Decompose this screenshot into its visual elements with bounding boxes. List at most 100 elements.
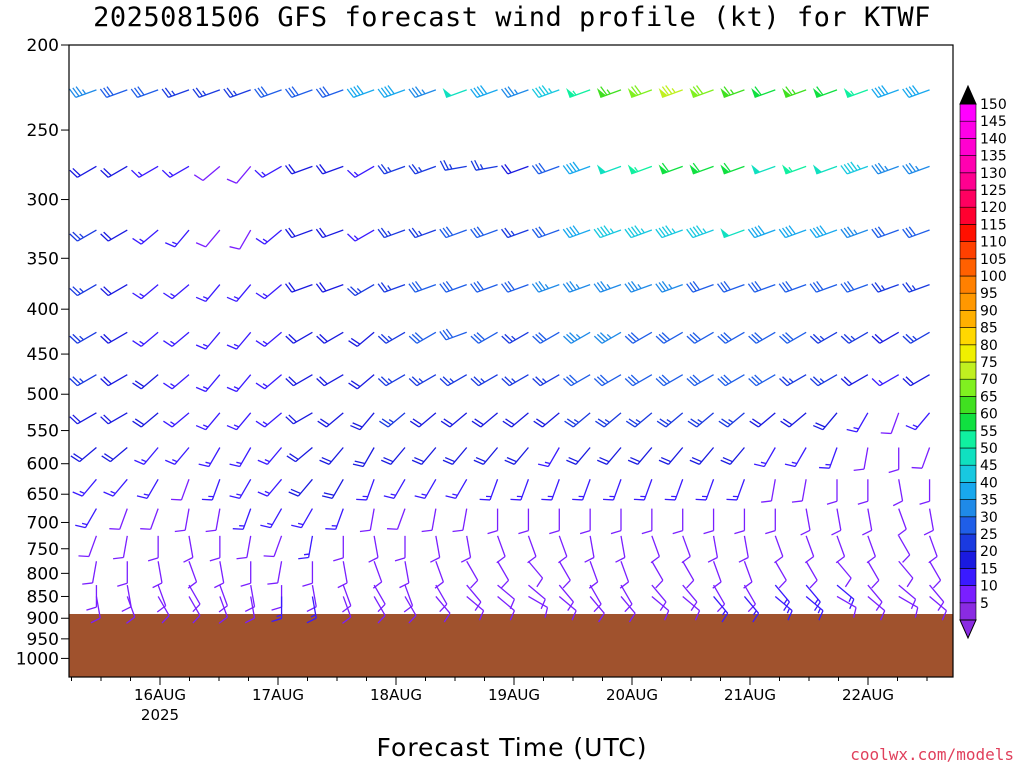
wind-barb <box>713 584 726 613</box>
barb-staff <box>558 560 571 581</box>
barb-half-flag <box>421 493 427 496</box>
barb-staff <box>665 412 684 428</box>
site-credit[interactable]: coolwx.com/models <box>850 745 1014 764</box>
barb-full-flag <box>478 610 485 621</box>
wind-barb <box>753 447 776 468</box>
barb-half-flag <box>139 238 145 243</box>
barb-full-flag <box>350 337 361 345</box>
barb-full-flag <box>536 418 546 426</box>
barb-full-flag <box>113 556 124 560</box>
barb-full-flag <box>350 380 361 388</box>
barb-full-flag <box>479 498 491 501</box>
barb-full-flag <box>696 85 704 95</box>
barb-staff <box>763 447 776 467</box>
wind-barb <box>712 561 722 589</box>
wind-barb <box>226 412 252 431</box>
barb-staff <box>898 560 914 579</box>
wind-barb <box>315 163 344 175</box>
wind-barb <box>285 412 313 425</box>
wind-barb <box>603 479 622 501</box>
barb-half-flag <box>236 493 242 496</box>
barb-full-flag <box>68 88 77 98</box>
barb-full-flag <box>563 335 572 344</box>
colorbar-label: 120 <box>980 200 1007 216</box>
wind-barb <box>840 280 869 293</box>
barb-half-flag <box>702 228 707 234</box>
y-tick-label: 700 <box>27 513 59 533</box>
y-tick-label: 350 <box>27 249 59 269</box>
wind-barb <box>69 331 97 344</box>
barb-full-flag <box>840 165 848 175</box>
wind-barb <box>132 331 159 347</box>
barb-staff <box>692 89 714 99</box>
barb-full-flag <box>321 495 333 499</box>
barb-full-flag <box>174 529 186 533</box>
barb-full-flag <box>103 231 112 240</box>
barb-half-flag <box>752 610 757 616</box>
barb-full-flag <box>531 165 540 175</box>
wind-barb <box>682 595 701 621</box>
wind-barb <box>195 374 221 393</box>
barb-full-flag <box>902 88 910 98</box>
barb-full-flag <box>476 86 484 96</box>
barb-staff <box>264 284 282 300</box>
wind-barb <box>379 412 406 428</box>
barb-full-flag <box>444 456 456 463</box>
wind-barb <box>226 374 252 393</box>
barb-full-flag <box>787 610 793 621</box>
wind-barb <box>500 86 529 99</box>
barb-full-flag <box>661 86 670 96</box>
barb-full-flag <box>844 577 852 588</box>
barb-full-flag <box>163 420 173 428</box>
barb-full-flag <box>596 333 606 343</box>
colorbar-label: 125 <box>980 183 1007 199</box>
barb-full-flag <box>470 283 478 293</box>
barb-full-flag <box>846 428 858 433</box>
wind-barb <box>442 447 468 465</box>
barb-full-flag <box>394 557 406 562</box>
wind-barb <box>898 535 911 563</box>
barb-full-flag <box>507 86 515 96</box>
barb-full-flag <box>661 374 671 383</box>
barb-staff <box>373 561 383 583</box>
barb-half-flag <box>814 598 819 604</box>
colorbar-label: 70 <box>980 372 998 388</box>
barb-half-flag <box>449 378 455 383</box>
barb-full-flag <box>625 420 636 428</box>
barb-full-flag <box>747 228 756 238</box>
barb-full-flag <box>847 162 855 172</box>
barb-full-flag <box>165 242 176 248</box>
barb-full-flag <box>476 280 484 291</box>
wind-barb <box>656 412 684 428</box>
barb-full-flag <box>255 340 266 347</box>
barb-full-flag <box>748 335 757 344</box>
barb-staff <box>250 584 256 607</box>
barb-staff <box>418 412 437 428</box>
wind-barb <box>720 228 745 239</box>
barb-staff <box>774 595 793 612</box>
wind-barb <box>263 535 283 558</box>
barb-full-flag <box>897 528 907 537</box>
barb-staff <box>435 561 444 583</box>
wind-barb <box>686 225 714 239</box>
barb-full-flag <box>599 456 610 463</box>
barb-staff <box>126 584 132 607</box>
barb-full-flag <box>596 227 605 237</box>
wind-barb <box>470 331 498 344</box>
barb-staff <box>575 447 591 465</box>
barb-full-flag <box>751 333 760 343</box>
barb-full-flag <box>254 169 263 178</box>
wind-barb <box>689 85 714 99</box>
barb-full-flag <box>347 169 356 178</box>
colorbar-label: 135 <box>980 149 1007 165</box>
barb-staff <box>817 331 838 344</box>
barb-staff <box>877 165 899 175</box>
wind-barb <box>533 412 560 428</box>
barb-full-flag <box>377 335 387 344</box>
barb-full-flag <box>69 287 78 297</box>
barb-full-flag <box>692 374 702 383</box>
barb-staff <box>816 165 838 175</box>
wind-barb <box>223 87 251 99</box>
barb-full-flag <box>229 246 240 250</box>
barb-full-flag <box>289 453 299 460</box>
